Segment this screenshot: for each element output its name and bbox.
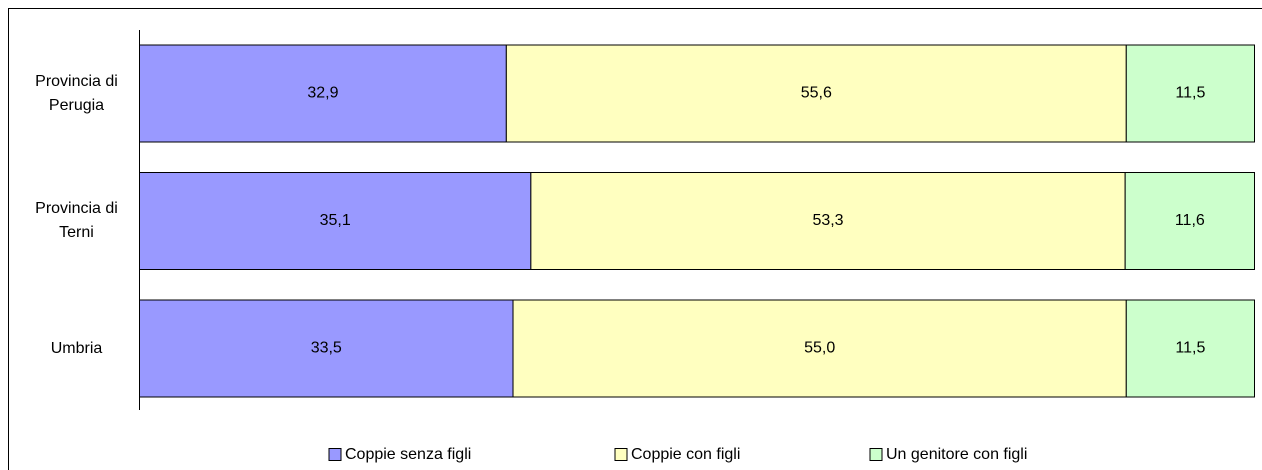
legend-swatch (869, 448, 883, 461)
value-label: 53,3 (812, 212, 843, 229)
legend-label: Un genitore con figli (886, 446, 1027, 463)
value-label: 11,5 (1175, 340, 1205, 357)
legend-swatch (328, 448, 342, 461)
category-label: Umbria (50, 339, 103, 357)
chart-border (8, 8, 1262, 470)
value-label: 33,5 (311, 340, 342, 357)
category-label: Provincia di Terni (35, 200, 118, 241)
value-label: 55,6 (801, 85, 832, 102)
value-label: 55,0 (804, 340, 835, 357)
bar-segment (139, 299, 514, 398)
value-label: 35,1 (320, 212, 351, 229)
value-label: 32,9 (307, 85, 338, 102)
legend-label: Coppie senza figli (345, 446, 471, 463)
category-label: Provincia di Perugia (35, 72, 118, 114)
bar-segment (505, 44, 1127, 143)
value-label: 11,6 (1175, 212, 1205, 229)
bar-segment (1124, 172, 1256, 270)
bar-segment (139, 172, 532, 270)
legend-swatch (614, 448, 628, 461)
bar-segment (512, 299, 1127, 398)
bar-segment (1125, 299, 1256, 398)
value-label: 11,5 (1175, 85, 1205, 102)
bar-segment (530, 172, 1126, 270)
bar-segment (1125, 44, 1256, 143)
legend-label: Coppie con figli (631, 446, 740, 463)
